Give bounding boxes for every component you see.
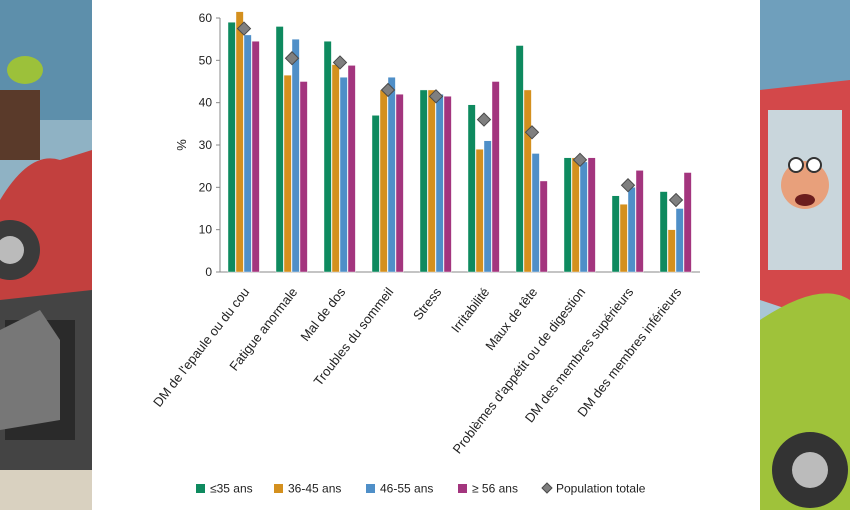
total-marker (524, 125, 540, 140)
y-tick-label: 0 (205, 265, 212, 279)
bar (251, 41, 260, 273)
y-tick-label: 20 (199, 180, 213, 194)
bar (443, 96, 452, 273)
total-marker (572, 152, 588, 168)
bar (395, 93, 404, 273)
right-illustration (760, 0, 850, 510)
bar (331, 64, 340, 273)
bar (467, 104, 476, 273)
bar (659, 191, 668, 273)
bar (299, 81, 308, 273)
chart-bars (227, 11, 692, 273)
bar (283, 74, 292, 273)
bar (635, 170, 644, 273)
total-marker (668, 192, 684, 208)
y-tick-label: 30 (199, 138, 213, 152)
legend-swatch (274, 484, 283, 493)
bar (235, 11, 244, 273)
bar (227, 22, 236, 273)
bar (539, 180, 548, 273)
bar (531, 153, 540, 273)
bar (275, 26, 284, 273)
bar (587, 157, 596, 273)
bar (427, 89, 436, 273)
bar (619, 204, 628, 273)
y-axis-label: % (174, 139, 189, 151)
total-markers (236, 21, 684, 208)
legend-label: 46-55 ans (380, 482, 433, 496)
legend: ≤35 ans 36-45 ans 46-55 ans ≥ 56 ans Populat… (196, 482, 646, 496)
x-tick-label: DM de l'epaule ou du cou (150, 285, 252, 410)
bar (347, 65, 356, 273)
bar (563, 157, 572, 273)
bar (323, 41, 332, 273)
total-marker (236, 21, 252, 36)
total-marker (620, 178, 636, 193)
bar (515, 45, 524, 273)
total-marker (428, 89, 444, 104)
y-tick-label: 10 (199, 223, 213, 237)
bar (339, 77, 348, 273)
legend-label: Population totale (556, 482, 646, 496)
x-tick-label: Irritabilité (448, 285, 492, 336)
legend-label: 36-45 ans (288, 482, 341, 496)
bar (435, 93, 444, 273)
bar (387, 77, 396, 273)
left-illustration (0, 0, 92, 510)
y-tick-label: 60 (199, 11, 213, 25)
bar (291, 38, 300, 273)
legend-swatch (366, 484, 375, 493)
y-tick-label: 40 (199, 96, 213, 110)
legend-label: ≤35 ans (210, 482, 253, 496)
bar (675, 208, 684, 273)
x-tick-label: Mal de dos (297, 284, 348, 344)
bar (475, 149, 484, 273)
y-tick-label: 50 (199, 53, 213, 67)
bar (579, 161, 588, 273)
bar (243, 34, 252, 273)
bar (571, 157, 580, 273)
total-marker (284, 51, 300, 66)
total-marker (332, 55, 348, 70)
bar (627, 187, 636, 273)
total-marker (380, 82, 396, 98)
bar (371, 115, 380, 273)
legend-swatch (458, 484, 467, 493)
x-tick-label: Stress (410, 284, 445, 323)
bar (483, 140, 492, 273)
legend-swatch (196, 484, 205, 493)
bar (379, 89, 388, 273)
legend-label: ≥ 56 ans (472, 482, 518, 496)
bar (611, 195, 620, 273)
total-marker (476, 112, 492, 127)
bar (419, 89, 428, 273)
bar (491, 81, 500, 273)
bar (667, 229, 676, 273)
bar (523, 89, 532, 273)
legend-swatch (541, 482, 553, 494)
bar (683, 172, 692, 273)
